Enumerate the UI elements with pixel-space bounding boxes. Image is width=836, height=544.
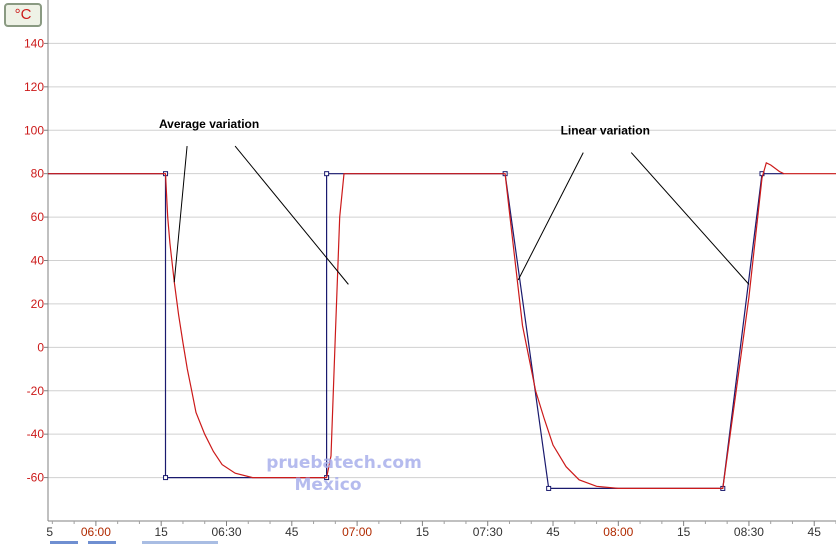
setpoint-point [759,171,765,177]
unit-toggle-button[interactable]: °C [4,3,42,27]
y-tick-label: -40 [27,427,45,441]
x-tick-label: 06:00 [81,525,111,539]
y-tick-label: 0 [37,340,44,354]
x-tick-label: 06:30 [211,525,241,539]
series-group [48,161,836,491]
y-axis-ticks: -60 -40 -20 0 20 40 60 80 100 120 140 [24,36,48,485]
x-tick-label: 15 [677,525,691,539]
y-tick-label: 140 [24,36,44,50]
annotation-pointer [173,146,188,283]
annotation-pointer [517,152,584,281]
setpoint-point [546,485,552,491]
y-tick-label: 60 [31,210,45,224]
y-tick-label: -60 [27,471,45,485]
scrollbar-segment[interactable] [88,541,116,544]
y-tick-label: 80 [31,167,45,181]
x-tick-label: 08:30 [734,525,764,539]
y-tick-label: 120 [24,80,44,94]
x-tick-label: 45 [546,525,560,539]
annotations-group: Average variation Linear variation [159,117,750,285]
x-tick-label: 07:00 [342,525,372,539]
scrollbar-segment[interactable] [142,541,218,544]
scrollbar-segment[interactable] [50,541,78,544]
x-tick-label: 15 [416,525,430,539]
setpoint-point [163,475,169,481]
setpoint-line [48,173,784,489]
x-tick-label: 07:30 [473,525,503,539]
x-tick-label: 45 [808,525,822,539]
y-tick-label: 100 [24,123,44,137]
annotation-pointer [234,145,349,285]
x-axis-ticks: 5 06:00 15 06:30 45 07:00 15 07:30 45 08:00 15 08:3… [46,521,836,539]
setpoint-point [324,171,330,177]
y-tick-label: 20 [31,297,45,311]
x-tick-label: 5 [46,525,53,539]
measured-line [48,161,836,489]
grid-lines [48,42,836,479]
annotation-label: Average variation [159,117,259,131]
x-tick-label: 08:00 [603,525,633,539]
y-tick-label: 40 [31,254,45,268]
x-tick-label: 45 [285,525,299,539]
annotation-pointer [630,152,750,285]
y-tick-label: -20 [27,384,45,398]
x-tick-label: 15 [155,525,169,539]
annotation-label: Linear variation [561,124,650,138]
